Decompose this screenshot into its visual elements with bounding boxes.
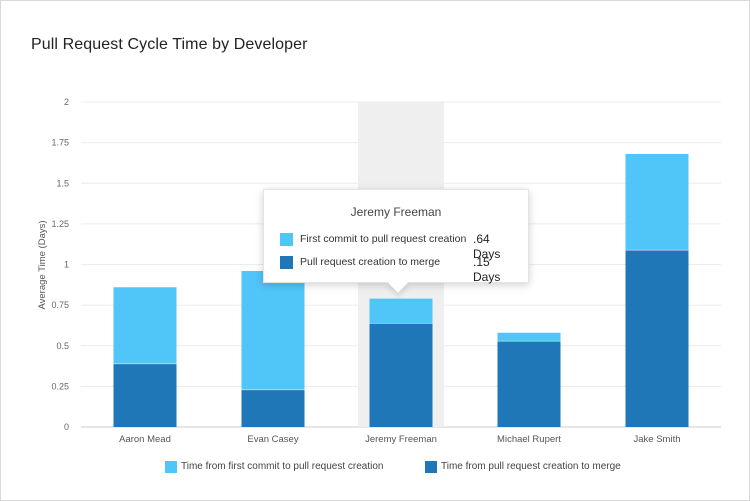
tooltip-row-first-commit: First commit to pull request creation .6… (280, 232, 516, 261)
y-tick-label: 1.25 (51, 219, 69, 229)
y-tick-label: 1.75 (51, 138, 69, 148)
y-tick-label: 0.5 (56, 341, 69, 351)
bar-segment-series1-0 (113, 287, 177, 364)
bar-segment-series1-3 (497, 332, 561, 341)
bar-segment-series0-2 (369, 323, 433, 427)
y-tick-label: 1 (64, 260, 69, 270)
y-tick-label: 1.5 (56, 178, 69, 188)
bar-segment-series0-1 (241, 389, 305, 427)
bar-segment-series1-2 (369, 298, 433, 323)
legend-label: Time from pull request creation to merge (441, 461, 621, 472)
bar-segment-series1-1 (241, 271, 305, 390)
tooltip-row-pr-to-merge: Pull request creation to merge .15 Days (280, 255, 516, 284)
tooltip-row-value: .15 Days (473, 255, 501, 284)
bar-segment-series1-4 (625, 154, 689, 250)
bar-segment-series0-3 (497, 340, 561, 427)
x-tick-label: Jake Smith (634, 434, 681, 445)
tooltip-row-label: First commit to pull request creation (300, 233, 467, 245)
legend-swatch-light (165, 461, 177, 473)
bar-segment-series0-0 (113, 363, 177, 427)
y-tick-label: 0.75 (51, 300, 69, 310)
x-tick-labels: Aaron Mead Evan Casey Jeremy Freeman Michae… (119, 434, 680, 445)
y-tick-labels: 0 0.25 0.5 0.75 1 1.25 1.5 1.75 2 (51, 97, 69, 432)
tooltip-row-value: .64 Days (473, 232, 501, 261)
legend-label: Time from first commit to pull request c… (181, 461, 384, 472)
bar-segment-series0-4 (625, 249, 689, 427)
bars (113, 154, 689, 427)
x-tick-label: Jeremy Freeman (365, 434, 437, 445)
chart-title: Pull Request Cycle Time by Developer (31, 36, 308, 53)
tooltip-title: Jeremy Freeman (350, 205, 442, 219)
x-tick-label: Aaron Mead (119, 434, 171, 445)
tooltip-swatch-light (280, 233, 293, 246)
y-tick-label: 0 (64, 422, 69, 432)
y-tick-label: 2 (64, 97, 69, 107)
tooltip: Jeremy Freeman First commit to pull requ… (263, 189, 529, 293)
x-tick-label: Evan Casey (247, 434, 298, 445)
tooltip-swatch-dark (280, 256, 293, 269)
y-axis-label: Average Time (Days) (37, 220, 48, 309)
x-tick-label: Michael Rupert (497, 434, 561, 445)
legend-swatch-dark (425, 461, 437, 473)
tooltip-row-label: Pull request creation to merge (300, 256, 441, 268)
y-tick-label: 0.25 (51, 381, 69, 391)
